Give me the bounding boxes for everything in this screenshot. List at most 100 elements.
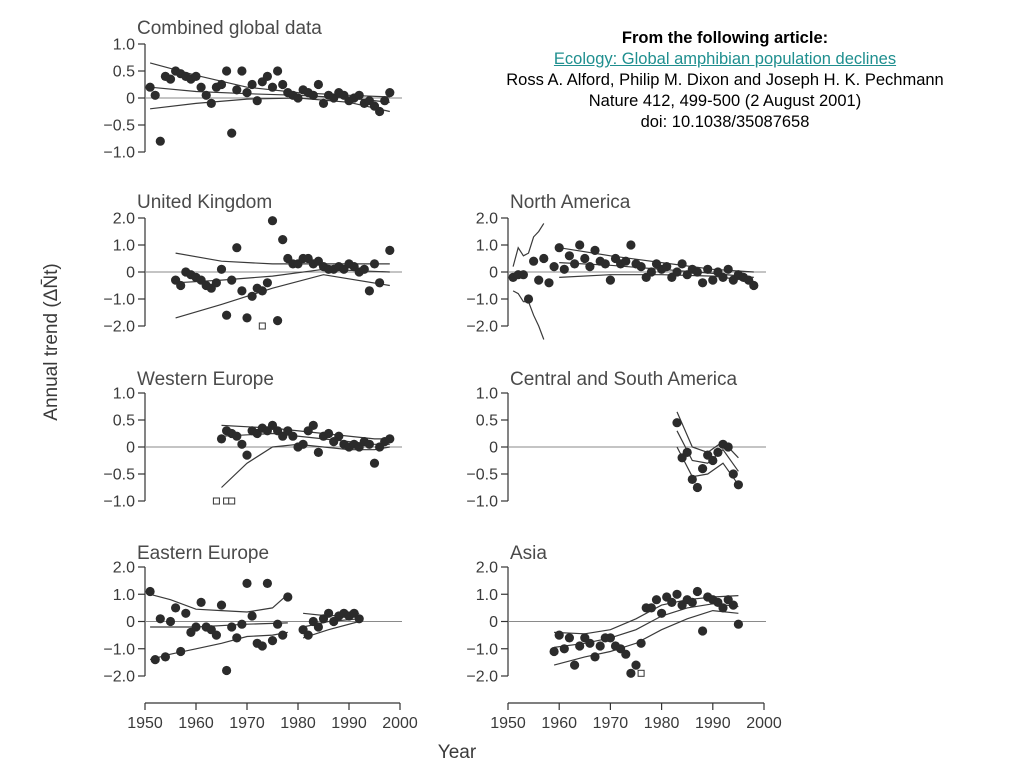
data-point [247, 611, 257, 621]
data-point [559, 264, 569, 274]
data-point [201, 90, 211, 100]
data-point [313, 622, 323, 632]
y-tick-label: 1.0 [113, 587, 135, 604]
y-tick-label: −2.0 [103, 319, 135, 336]
citation-journal: Nature 412, 499-500 (2 August 2001) [588, 92, 862, 110]
open-marker [637, 669, 645, 677]
data-point [718, 603, 728, 613]
panel-title: Western Europe [137, 369, 274, 390]
data-point [534, 275, 544, 285]
y-tick-label: −1.0 [103, 494, 135, 511]
y-tick-label: −2.0 [466, 669, 498, 686]
upper-confidence-curve [175, 252, 390, 265]
y-tick-label: −1.0 [466, 292, 498, 309]
data-point [267, 636, 278, 646]
data-point [672, 418, 682, 428]
data-point [375, 278, 385, 288]
citation-authors: Ross A. Alford, Philip M. Dixon and Jose… [506, 71, 944, 89]
y-tick-label: −0.5 [103, 467, 135, 484]
data-point [728, 469, 738, 479]
y-tick-label: 0.5 [113, 413, 135, 430]
x-tick-label: 1970 [229, 715, 265, 732]
data-point [273, 66, 283, 76]
data-point [278, 630, 288, 640]
y-tick-label: 2.0 [113, 560, 135, 577]
y-tick-label: 0.5 [113, 64, 135, 81]
data-point [380, 96, 390, 106]
data-point [672, 589, 682, 599]
data-point [267, 82, 278, 92]
data-point [267, 216, 278, 226]
data-point [232, 85, 242, 95]
y-tick-label: 0 [126, 265, 135, 282]
data-point [216, 434, 227, 444]
data-point [196, 82, 206, 92]
data-point [354, 614, 364, 624]
data-point [308, 420, 318, 430]
data-point [176, 646, 186, 657]
lower-confidence-curve [149, 631, 288, 661]
data-point [181, 608, 191, 618]
x-tick-label: 2000 [382, 715, 418, 732]
data-point [150, 90, 160, 100]
data-point [273, 619, 283, 629]
data-point [278, 235, 288, 245]
y-tick-label: 0 [126, 614, 135, 631]
data-point [723, 264, 733, 274]
open-marker [228, 497, 236, 505]
data-point [273, 316, 283, 326]
upper-confidence-curve [512, 223, 545, 267]
x-tick-label: 1950 [490, 715, 526, 732]
x-tick-label: 1970 [593, 715, 629, 732]
x-tick-label: 2000 [746, 715, 782, 732]
data-point [313, 79, 323, 90]
data-point [262, 278, 272, 288]
data-point [237, 286, 247, 296]
data-point [262, 71, 272, 81]
data-point [242, 450, 252, 460]
y-tick-label: −2.0 [466, 319, 498, 336]
y-tick-label: 1.0 [113, 386, 135, 403]
x-tick-label: 1980 [644, 715, 680, 732]
data-point [222, 310, 232, 320]
data-point [564, 251, 575, 261]
data-point [385, 434, 395, 444]
data-point [206, 98, 216, 108]
data-point [575, 641, 585, 651]
data-point [687, 597, 697, 608]
data-point [698, 278, 708, 288]
data-point [698, 464, 708, 474]
data-point [237, 439, 247, 449]
data-point [733, 480, 744, 490]
data-point [728, 600, 738, 610]
data-point [222, 66, 232, 76]
data-point [252, 96, 262, 106]
data-point [590, 245, 600, 255]
data-point [283, 592, 293, 602]
data-point [155, 136, 165, 146]
data-point [636, 638, 646, 648]
x-tick-label: 1950 [127, 715, 163, 732]
article-link[interactable]: Ecology: Global amphibian population dec… [553, 50, 897, 68]
data-point [257, 641, 267, 651]
data-point [247, 79, 257, 90]
data-point [672, 267, 682, 277]
y-tick-label: 0 [126, 440, 135, 457]
panel-title: North America [510, 192, 631, 213]
data-point [237, 66, 247, 76]
data-point [570, 259, 580, 269]
data-point [585, 638, 595, 648]
data-point [227, 275, 237, 285]
data-point [216, 79, 227, 90]
data-point [176, 280, 186, 291]
data-point [232, 633, 242, 643]
lower-confidence-curve [676, 446, 739, 486]
x-tick-label: 1960 [541, 715, 577, 732]
data-point [385, 88, 395, 98]
data-point [723, 442, 733, 452]
lower-confidence-curve [175, 274, 390, 319]
y-tick-label: −1.0 [466, 494, 498, 511]
data-point [313, 447, 323, 457]
